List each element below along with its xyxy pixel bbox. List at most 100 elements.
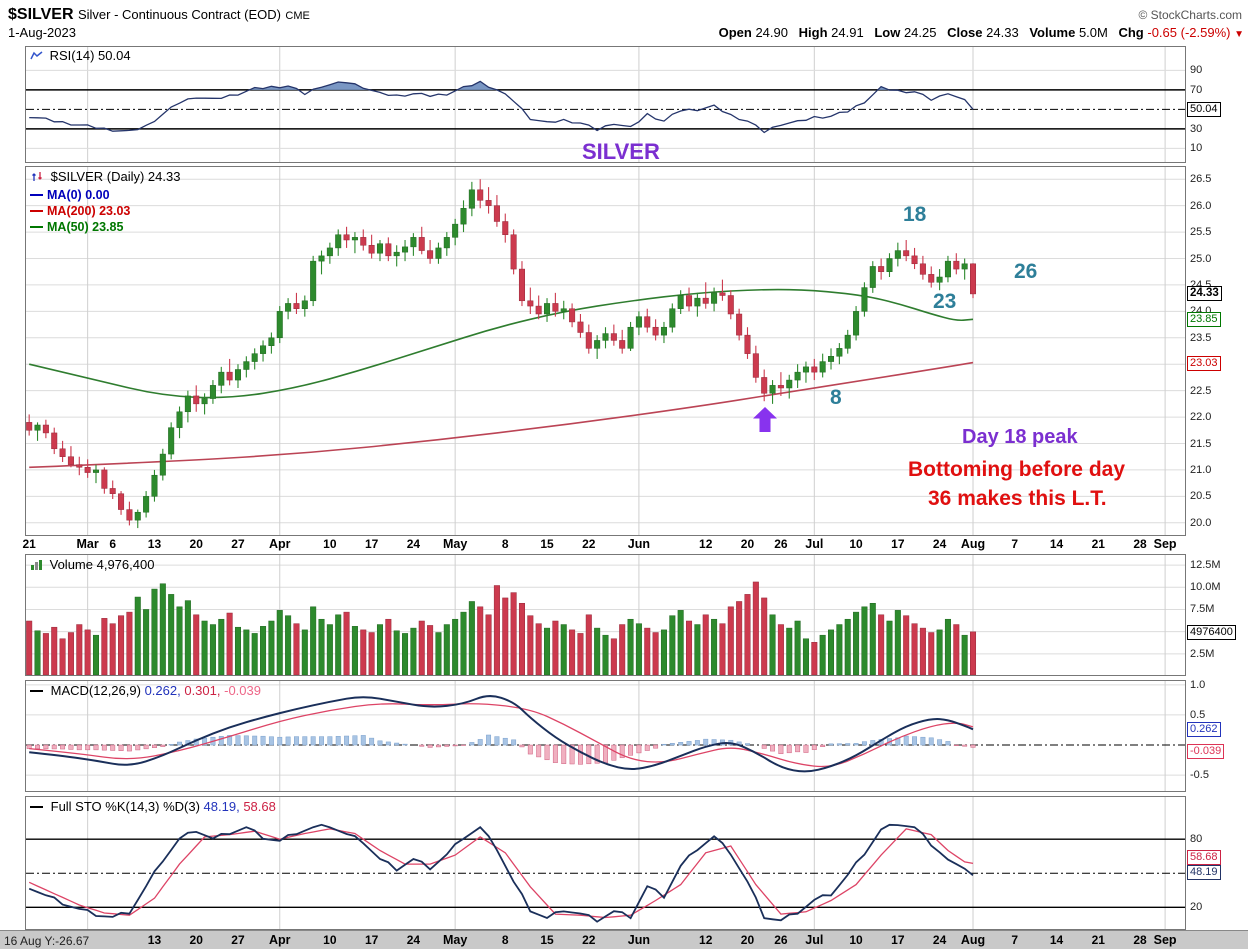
sto-d-value-box: 58.68 bbox=[1187, 850, 1221, 865]
date-tick: 24 bbox=[396, 537, 430, 551]
last-price-box: 24.33 bbox=[1187, 286, 1222, 301]
axis-tick-label: 23.5 bbox=[1190, 332, 1211, 344]
volume-panel-chart[interactable] bbox=[0, 554, 1248, 676]
date-tick: 22 bbox=[572, 933, 606, 947]
symbol-description: Silver - Continuous Contract (EOD) bbox=[78, 7, 281, 22]
date-tick: Apr bbox=[263, 933, 297, 947]
close-value: 24.33 bbox=[986, 25, 1019, 40]
candlestick-icon bbox=[30, 170, 44, 185]
date-tick: Aug bbox=[956, 933, 990, 947]
legend-ma0: MA(0) 0.00 bbox=[30, 188, 110, 202]
axis-tick-label: 80 bbox=[1190, 833, 1202, 845]
annotation-23: 23 bbox=[933, 290, 956, 314]
date-tick: Aug bbox=[956, 537, 990, 551]
annotation-18: 18 bbox=[903, 203, 926, 227]
stockcharts-credit: © StockCharts.com bbox=[1138, 8, 1242, 22]
axis-tick-label: 20.5 bbox=[1190, 490, 1211, 502]
annotation-bottoming-line-2: 36 makes this L.T. bbox=[928, 487, 1107, 511]
annotation-bottoming-line-1: Bottoming before day bbox=[908, 458, 1125, 482]
date-tick: 24 bbox=[396, 933, 430, 947]
date-tick: Sep bbox=[1148, 933, 1182, 947]
date-tick: 7 bbox=[998, 537, 1032, 551]
date-tick: 20 bbox=[179, 933, 213, 947]
macd-value-1: 0.262, bbox=[145, 683, 181, 698]
date-tick: 22 bbox=[572, 537, 606, 551]
date-tick: Jun bbox=[622, 537, 656, 551]
axis-tick-label: 20 bbox=[1190, 901, 1202, 913]
rsi-value-box: 50.04 bbox=[1187, 102, 1221, 117]
sto-value-d: 58.68 bbox=[243, 799, 276, 814]
main-panel-title: $SILVER (Daily) 24.33 bbox=[30, 169, 180, 185]
axis-tick-label: 22.5 bbox=[1190, 385, 1211, 397]
quote-summary-row: Open 24.90 High 24.91 Low 24.25 Close 24… bbox=[712, 25, 1244, 40]
volume-title-text: Volume 4,976,400 bbox=[50, 557, 155, 572]
axis-tick-label: 0.5 bbox=[1190, 709, 1205, 721]
macd-value-2: 0.301, bbox=[184, 683, 220, 698]
axis-tick-label: 22.0 bbox=[1190, 411, 1211, 423]
macd-value-3: -0.039 bbox=[224, 683, 261, 698]
date-tick: 27 bbox=[221, 933, 255, 947]
date-tick: 21 bbox=[1081, 537, 1115, 551]
sto-k-value-box: 48.19 bbox=[1187, 865, 1221, 880]
legend-line-swatch bbox=[30, 226, 43, 228]
ma200-value-box: 23.03 bbox=[1187, 356, 1221, 371]
sto-panel-title: Full STO %K(14,3) %D(3) 48.19, 58.68 bbox=[30, 799, 276, 814]
symbol-label: $SILVER bbox=[8, 6, 74, 23]
axis-tick-label: 10.0M bbox=[1190, 581, 1221, 593]
axis-tick-label: 20.0 bbox=[1190, 517, 1211, 529]
sto-name: Full STO %K(14,3) %D(3) bbox=[51, 799, 200, 814]
axis-tick-label: -0.5 bbox=[1190, 769, 1209, 781]
date-tick: 15 bbox=[530, 537, 564, 551]
close-label: Close bbox=[947, 25, 982, 40]
stochastics-panel-chart[interactable] bbox=[0, 796, 1248, 930]
date-tick: 26 bbox=[764, 933, 798, 947]
volume-value: 5.0M bbox=[1079, 25, 1108, 40]
date-tick: 15 bbox=[530, 933, 564, 947]
axis-tick-label: 30 bbox=[1190, 123, 1202, 135]
legend-ma200-label: MA(200) 23.03 bbox=[47, 204, 130, 218]
date-tick: Jul bbox=[797, 537, 831, 551]
axis-tick-label: 2.5M bbox=[1190, 648, 1214, 660]
date-tick: 8 bbox=[488, 537, 522, 551]
macd-panel-title: MACD(12,26,9) 0.262, 0.301, -0.039 bbox=[30, 683, 261, 698]
date-tick: 8 bbox=[488, 933, 522, 947]
legend-ma50-label: MA(50) 23.85 bbox=[47, 220, 123, 234]
low-label: Low bbox=[874, 25, 900, 40]
volume-bars-icon bbox=[30, 558, 43, 573]
axis-tick-label: 21.5 bbox=[1190, 438, 1211, 450]
date-tick: 14 bbox=[1040, 933, 1074, 947]
macd-value-box: 0.262 bbox=[1187, 722, 1221, 737]
volume-value-box: 4976400 bbox=[1187, 625, 1236, 640]
axis-tick-label: 26.0 bbox=[1190, 200, 1211, 212]
annotation-silver: SILVER bbox=[582, 139, 660, 165]
axis-tick-label: 25.0 bbox=[1190, 253, 1211, 265]
ma50-value-box: 23.85 bbox=[1187, 312, 1221, 327]
date-tick: 17 bbox=[881, 537, 915, 551]
date-tick: 7 bbox=[998, 933, 1032, 947]
chg-down-triangle-icon[interactable]: ▼ bbox=[1234, 29, 1244, 40]
axis-tick-label: 7.5M bbox=[1190, 603, 1214, 615]
date-tick: 27 bbox=[221, 537, 255, 551]
axis-tick-label: 10 bbox=[1190, 142, 1202, 154]
macd-line-icon bbox=[30, 690, 43, 692]
macd-hist-box: -0.039 bbox=[1187, 744, 1224, 759]
volume-panel-title: Volume 4,976,400 bbox=[30, 557, 154, 573]
date-tick: 21 bbox=[1081, 933, 1115, 947]
chart-date: 1-Aug-2023 bbox=[8, 25, 76, 40]
date-tick: 17 bbox=[355, 537, 389, 551]
rsi-panel-title: RSI(14) 50.04 bbox=[30, 48, 131, 64]
axis-tick-label: 12.5M bbox=[1190, 559, 1221, 571]
date-tick: 24 bbox=[923, 537, 957, 551]
date-tick: 10 bbox=[313, 537, 347, 551]
legend-line-swatch bbox=[30, 210, 43, 212]
axis-tick-label: 26.5 bbox=[1190, 173, 1211, 185]
rsi-title-text: RSI(14) 50.04 bbox=[50, 48, 131, 63]
exchange-label: CME bbox=[285, 10, 309, 22]
annotation-26: 26 bbox=[1014, 260, 1037, 284]
macd-name: MACD(12,26,9) bbox=[51, 683, 141, 698]
date-tick: 20 bbox=[179, 537, 213, 551]
date-tick: Sep bbox=[1148, 537, 1182, 551]
date-tick: 20 bbox=[730, 933, 764, 947]
